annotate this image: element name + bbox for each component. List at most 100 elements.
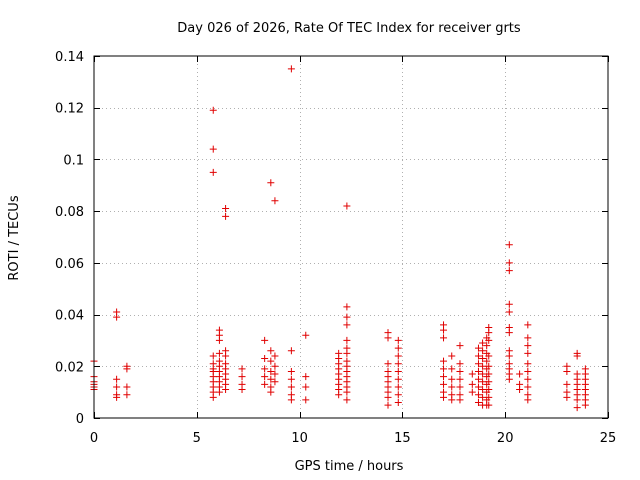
data-point xyxy=(505,308,513,316)
data-point xyxy=(524,342,532,350)
data-point xyxy=(394,375,402,383)
plot-frame xyxy=(93,55,609,419)
data-point xyxy=(485,378,493,386)
data-point xyxy=(485,386,493,394)
data-point xyxy=(474,352,482,360)
data-point xyxy=(474,398,482,406)
data-point xyxy=(485,401,493,409)
chart-title: Day 026 of 2026, Rate Of TEC Index for r… xyxy=(177,21,521,36)
data-point xyxy=(440,326,448,334)
data-point xyxy=(123,365,131,373)
data-point xyxy=(448,396,456,404)
data-point xyxy=(209,352,217,360)
data-point xyxy=(440,365,448,373)
data-point xyxy=(261,365,269,373)
data-point xyxy=(394,336,402,344)
data-point xyxy=(479,355,487,363)
data-point xyxy=(479,370,487,378)
data-point xyxy=(209,106,217,114)
data-point xyxy=(479,339,487,347)
data-point xyxy=(485,370,493,378)
x-tick-label: 10 xyxy=(291,431,308,446)
data-point xyxy=(524,349,532,357)
data-point xyxy=(384,393,392,401)
data-point xyxy=(573,404,581,412)
data-point xyxy=(505,375,513,383)
grid xyxy=(94,56,608,418)
data-point xyxy=(394,383,402,391)
data-point xyxy=(287,375,295,383)
data-point xyxy=(524,360,532,368)
data-point xyxy=(394,367,402,375)
data-point xyxy=(485,393,493,401)
data-point xyxy=(215,388,223,396)
y-tick-label: 0.14 xyxy=(55,50,84,65)
data-point xyxy=(222,386,230,394)
data-point xyxy=(343,396,351,404)
data-point xyxy=(394,344,402,352)
data-point xyxy=(123,391,131,399)
data-point xyxy=(440,357,448,365)
data-point xyxy=(222,212,230,220)
data-point xyxy=(505,300,513,308)
data-point xyxy=(238,365,246,373)
data-point xyxy=(343,202,351,210)
data-point xyxy=(394,360,402,368)
y-tick-label: 0.1 xyxy=(63,153,84,168)
data-point xyxy=(384,360,392,368)
data-point xyxy=(261,336,269,344)
data-point xyxy=(261,355,269,363)
data-point xyxy=(302,373,310,381)
data-point xyxy=(505,241,513,249)
data-point xyxy=(302,331,310,339)
data-point xyxy=(474,367,482,375)
x-tick-label: 25 xyxy=(600,431,617,446)
data-point xyxy=(267,367,275,375)
data-point xyxy=(394,352,402,360)
data-point xyxy=(516,386,524,394)
data-point xyxy=(448,375,456,383)
data-point xyxy=(440,334,448,342)
data-point xyxy=(271,197,279,205)
data-point xyxy=(287,367,295,375)
data-point xyxy=(505,329,513,337)
data-point xyxy=(581,401,589,409)
data-point xyxy=(505,352,513,360)
x-axis-label: GPS time / hours xyxy=(295,459,404,474)
data-point xyxy=(524,383,532,391)
data-point xyxy=(261,380,269,388)
data-point xyxy=(343,321,351,329)
data-point xyxy=(394,391,402,399)
data-point xyxy=(483,357,491,365)
data-point xyxy=(563,380,571,388)
data-point xyxy=(440,393,448,401)
data-point xyxy=(573,352,581,360)
data-point xyxy=(524,367,532,375)
data-point xyxy=(479,378,487,386)
data-point xyxy=(474,383,482,391)
y-axis-label: ROTI / TECUs xyxy=(7,195,22,280)
data-point xyxy=(456,383,464,391)
data-point xyxy=(448,352,456,360)
data-point xyxy=(456,375,464,383)
y-tick-label: 0 xyxy=(76,412,84,427)
data-point xyxy=(474,391,482,399)
data-point xyxy=(456,367,464,375)
y-tick-label: 0.04 xyxy=(55,309,84,324)
data-point xyxy=(524,321,532,329)
x-tick-label: 0 xyxy=(90,431,98,446)
data-point xyxy=(483,342,491,350)
data-point xyxy=(479,386,487,394)
y-tick-label: 0.08 xyxy=(55,205,84,220)
data-point xyxy=(343,336,351,344)
data-points xyxy=(90,65,589,412)
data-point xyxy=(474,360,482,368)
data-point xyxy=(384,401,392,409)
data-point xyxy=(485,362,493,370)
data-point xyxy=(505,267,513,275)
data-point xyxy=(238,373,246,381)
data-point xyxy=(287,383,295,391)
data-point xyxy=(113,383,121,391)
x-tick-label: 15 xyxy=(394,431,411,446)
data-point xyxy=(468,370,476,378)
